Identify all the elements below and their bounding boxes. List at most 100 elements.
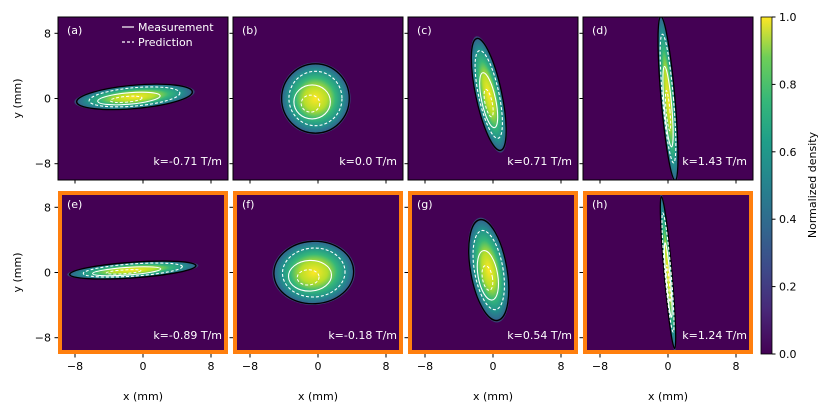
- colorbar-tick-label: 0.8: [779, 78, 797, 91]
- x-tick-label: 8: [383, 360, 390, 373]
- legend-label: Prediction: [138, 36, 193, 49]
- prediction-contour: [281, 247, 346, 298]
- prediction-contour: [472, 229, 505, 311]
- panel-e: −8 0 8 −8 0 8 (e) k=-0.89 T/m: [35, 191, 228, 373]
- prediction-inner-contour: [481, 265, 494, 291]
- k-value-label: k=0.54 T/m: [507, 329, 572, 342]
- x-tick-label: −8: [592, 360, 608, 373]
- panel-d: (d) k=1.43 T/m: [579, 16, 754, 184]
- k-value-label: k=0.71 T/m: [507, 155, 572, 168]
- x-axis-title: x (mm): [123, 390, 163, 403]
- colorbar-tick-label: 0.2: [779, 281, 797, 294]
- highlight-frame: [408, 191, 578, 354]
- k-value-label: k=0.0 T/m: [339, 155, 397, 168]
- beam-distribution: [74, 83, 195, 111]
- panel-letter: (f): [242, 198, 254, 211]
- x-axis-title: x (mm): [473, 390, 513, 403]
- panel-letter: (d): [592, 24, 608, 37]
- panel-b: (b) k=0.0 T/m: [229, 16, 404, 184]
- colorbar: 0.0 0.2 0.4 0.6 0.8 1.0 Normalized density: [760, 11, 819, 361]
- measurement-contour: [659, 195, 677, 350]
- prediction-inner-contour: [109, 95, 143, 104]
- beam-distribution: [67, 260, 199, 280]
- panel-f: −8 0 8 (f) k=-0.18 T/m: [229, 191, 403, 373]
- y-tick-label: 0: [44, 267, 51, 280]
- colorbar-gradient: [760, 16, 773, 355]
- k-value-label: k=-0.71 T/m: [153, 155, 222, 168]
- k-value-label: k=-0.89 T/m: [153, 329, 222, 342]
- k-value-label: k=1.43 T/m: [682, 155, 747, 168]
- prediction-inner-contour: [300, 94, 321, 113]
- prediction-contour: [288, 70, 343, 127]
- prediction-inner-contour: [296, 269, 320, 286]
- x-tick-label: 8: [733, 360, 740, 373]
- prediction-contour: [88, 86, 181, 108]
- y-tick-label: 8: [44, 201, 51, 214]
- prediction-contour: [659, 33, 677, 164]
- prediction-contour: [82, 262, 183, 278]
- x-tick-label: 8: [558, 360, 565, 373]
- beam-density: [274, 241, 353, 304]
- measurement-inner-contour: [663, 242, 673, 318]
- prediction-inner-contour: [664, 90, 672, 132]
- panel-letter: (c): [417, 24, 432, 37]
- panel-letter: (h): [592, 198, 608, 211]
- measurement-contour: [280, 63, 350, 134]
- highlight-frame: [583, 191, 753, 354]
- colorbar-tick-label: 0.0: [779, 348, 797, 361]
- panel-g: −8 0 8 (g) k=0.54 T/m: [404, 191, 578, 373]
- y-tick-label: −8: [35, 158, 51, 171]
- measurement-contour: [273, 240, 355, 305]
- beam-distribution: [657, 17, 679, 180]
- highlight-frame: [58, 191, 228, 354]
- k-value-label: k=-0.18 T/m: [328, 329, 397, 342]
- axis-titles: y (mm) y (mm) x (mm) x (mm) x (mm) x (mm): [11, 78, 688, 403]
- panels-group: −8 0 8 (a) k=-0.71 T/m Measurement Prediction (…: [35, 16, 754, 373]
- x-tick-label: 8: [208, 360, 215, 373]
- panel-c: (c) k=0.71 T/m: [404, 16, 579, 184]
- y-tick-label: 0: [44, 93, 51, 106]
- y-tick-label: 8: [44, 27, 51, 40]
- prediction-inner-contour: [665, 264, 671, 303]
- colorbar-tick-label: 1.0: [779, 11, 797, 24]
- x-tick-label: −8: [67, 360, 83, 373]
- measurement-contour: [69, 260, 197, 280]
- prediction-contour: [474, 49, 503, 139]
- panel-letter: (g): [417, 198, 433, 211]
- panel-h: −8 0 8 (h) k=1.24 T/m: [579, 191, 753, 373]
- y-tick-label: −8: [35, 332, 51, 345]
- measurement-inner-contour: [662, 65, 674, 148]
- x-axis-title: x (mm): [648, 390, 688, 403]
- x-tick-label: 0: [140, 360, 147, 373]
- prediction-inner-contour: [105, 269, 142, 275]
- measurement-contour: [657, 17, 679, 180]
- measurement-inner-contour: [479, 72, 499, 129]
- colorbar-ticks: 0.0 0.2 0.4 0.6 0.8 1.0: [772, 11, 797, 361]
- panel-a: −8 0 8 (a) k=-0.71 T/m Measurement Prediction: [35, 16, 229, 184]
- measurement-inner-contour: [92, 266, 162, 277]
- panel-letter: (e): [67, 198, 82, 211]
- legend: Measurement Prediction: [122, 21, 214, 49]
- prediction-contour: [661, 212, 675, 333]
- measurement-contour: [468, 218, 510, 322]
- measurement-inner-contour: [476, 250, 500, 301]
- y-axis-title: y (mm): [11, 252, 24, 292]
- beam-distribution: [272, 240, 356, 305]
- y-axis-title: y (mm): [11, 78, 24, 118]
- colorbar-tick-label: 0.4: [779, 213, 797, 226]
- beam-density: [77, 84, 192, 110]
- measurement-contour: [470, 37, 507, 152]
- x-tick-label: −8: [242, 360, 258, 373]
- prediction-inner-contour: [483, 88, 494, 118]
- x-tick-label: −8: [417, 360, 433, 373]
- beam-density: [282, 64, 349, 133]
- highlight-frame: [233, 191, 403, 354]
- measurement-inner-contour: [97, 91, 161, 106]
- beam-density: [469, 220, 509, 320]
- x-tick-label: 0: [315, 360, 322, 373]
- panel-letter: (b): [242, 24, 258, 37]
- x-tick-label: 0: [490, 360, 497, 373]
- beam-distribution: [467, 217, 510, 323]
- measurement-contour: [75, 83, 194, 111]
